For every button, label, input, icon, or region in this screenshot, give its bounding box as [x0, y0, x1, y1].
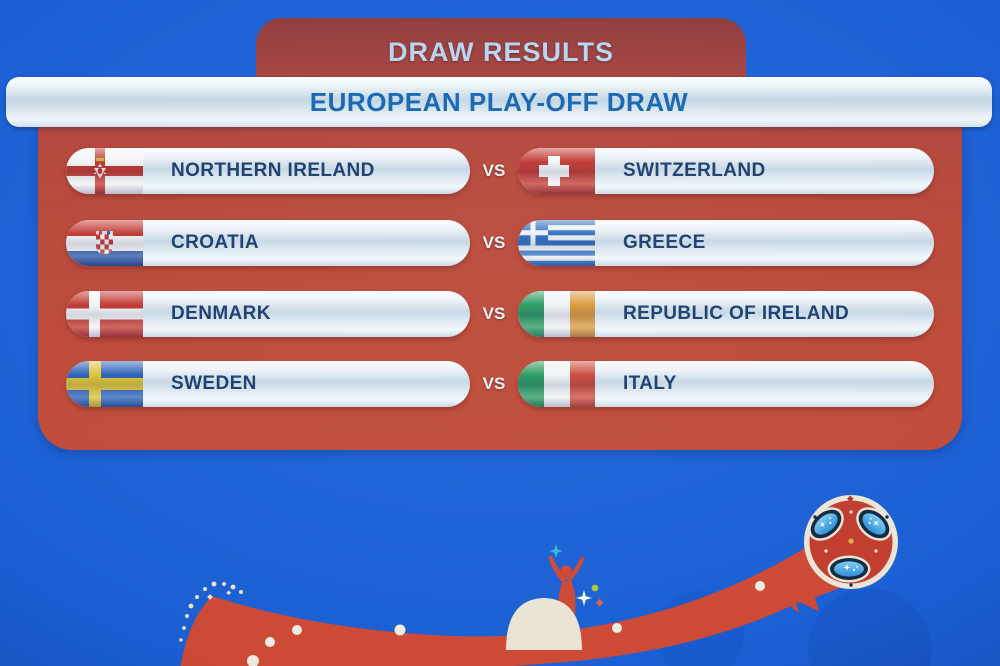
flag-switzerland-icon [518, 148, 595, 194]
home-team-pill: NORTHERN IRELAND [66, 148, 470, 194]
vs-label: VS [482, 374, 506, 393]
home-team-pill: CROATIA [66, 220, 470, 266]
team-name: DENMARK [171, 303, 271, 324]
page-title: DRAW RESULTS [388, 36, 614, 67]
flag-italy-icon [518, 361, 595, 407]
results-panel: NORTHERN IRELAND VS SWITZERLAND [38, 86, 962, 450]
flag-croatia-icon [66, 220, 143, 266]
background-motif [808, 588, 932, 666]
away-team-pill: ITALY [518, 361, 934, 407]
subtitle: EUROPEAN PLAY-OFF DRAW [309, 86, 689, 117]
team-name: REPUBLIC OF IRELAND [623, 303, 850, 324]
away-team-pill: SWITZERLAND [518, 148, 934, 194]
flag-sweden-icon [66, 361, 143, 407]
dome-shape [506, 598, 582, 650]
team-name: ITALY [623, 373, 677, 394]
flag-denmark-icon [66, 291, 143, 337]
team-name: NORTHERN IRELAND [171, 160, 375, 181]
vs-label: VS [482, 304, 506, 323]
match-row: DENMARK VS REPUBLIC OF IRELAND [66, 291, 934, 337]
swoosh-dots [247, 581, 765, 666]
sparkle-icons [549, 544, 604, 607]
vs-label: VS [482, 161, 506, 180]
match-row: SWEDEN VS ITALY [66, 361, 934, 407]
home-team-pill: SWEDEN [66, 361, 470, 407]
away-team-pill: REPUBLIC OF IRELAND [518, 291, 934, 337]
spray-dots [179, 581, 243, 642]
subtitle-bar: EUROPEAN PLAY-OFF DRAW [6, 77, 992, 127]
flag-greece-icon [518, 220, 595, 266]
world-cup-2018-ball-icon [804, 495, 898, 589]
bottom-decoration [179, 495, 932, 666]
match-row: CROATIA VS GREE [66, 220, 934, 266]
home-team-pill: DENMARK [66, 291, 470, 337]
vs-label: VS [482, 233, 506, 252]
match-row: NORTHERN IRELAND VS SWITZERLAND [66, 148, 934, 194]
flag-republic-of-ireland-icon [518, 291, 595, 337]
away-team-pill: GREECE [518, 220, 934, 266]
team-name: CROATIA [171, 232, 259, 253]
team-name: GREECE [623, 232, 706, 253]
red-swoosh-trail-icon [179, 548, 835, 666]
flag-northern-ireland-icon [66, 148, 143, 194]
team-name: SWEDEN [171, 373, 257, 394]
team-name: SWITZERLAND [623, 160, 766, 181]
